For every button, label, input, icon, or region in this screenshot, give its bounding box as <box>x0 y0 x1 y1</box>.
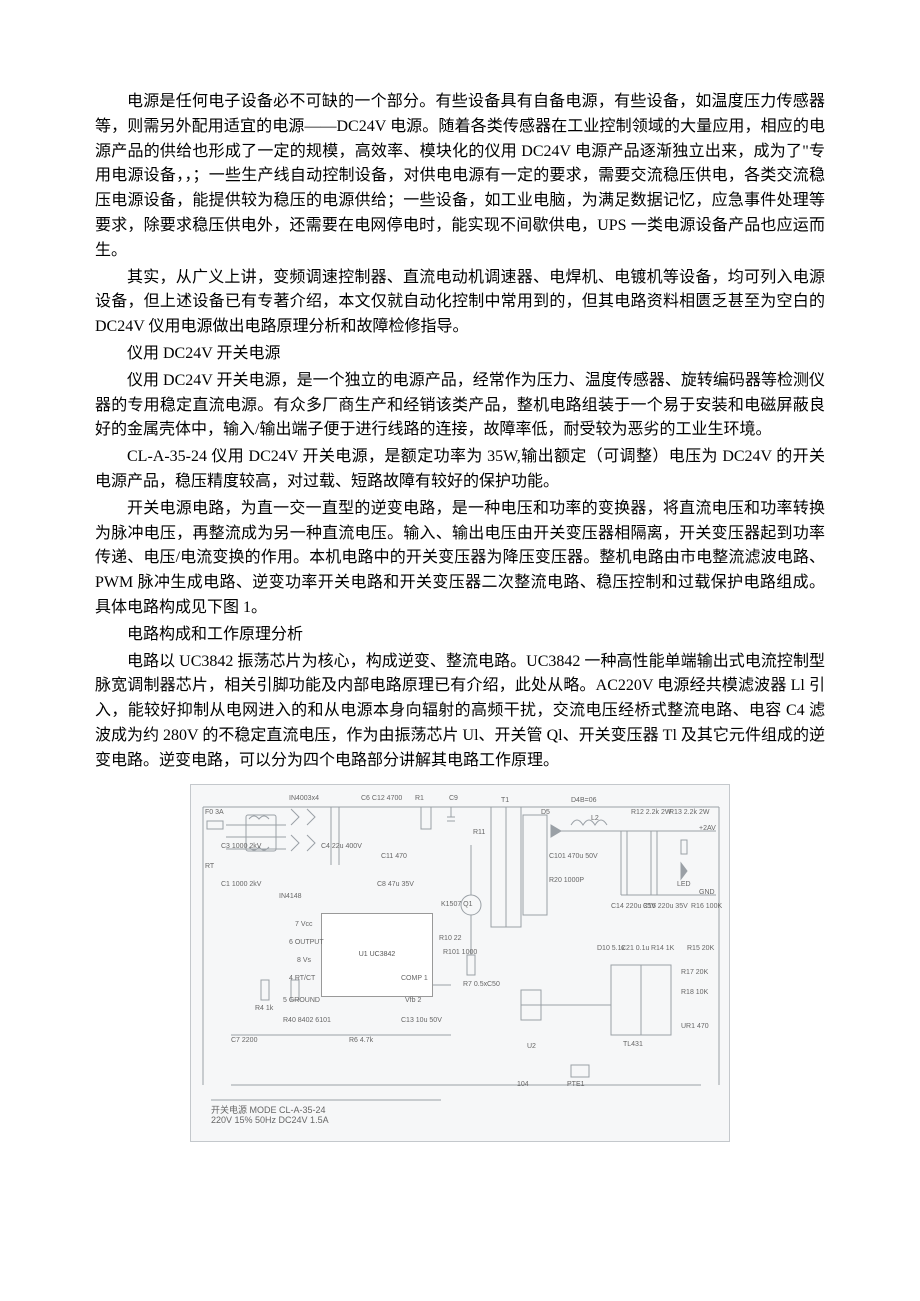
label-out-p: +2AV <box>699 825 716 832</box>
label-led: LED <box>677 881 691 888</box>
paragraph-5: CL-A-35-24 仪用 DC24V 开关电源，是额定功率为 35W,输出额定… <box>95 445 825 495</box>
label-c101: C101 470u 50V <box>549 853 598 860</box>
label-r16: R16 100K <box>691 903 722 910</box>
label-r10: R10 22 <box>439 935 462 942</box>
label-r7: R7 0.5x <box>463 981 487 988</box>
label-l2: L2 <box>591 815 599 822</box>
label-c21: C21 0.1u <box>621 945 649 952</box>
paragraph-3-heading: 仪用 DC24V 开关电源 <box>95 342 825 367</box>
label-r18: R18 10K <box>681 989 708 996</box>
label-r12: R12 2.2k 2W <box>631 809 671 816</box>
label-r17: R17 20K <box>681 969 708 976</box>
label-c9: C9 <box>449 795 458 802</box>
label-pin4: 4 RT/CT <box>289 975 315 982</box>
label-t1: T1 <box>501 797 509 804</box>
label-rt: RT <box>205 863 214 870</box>
label-c1: C3 1000 2kV <box>221 843 261 850</box>
label-r13: R13 2.2k 2W <box>669 809 709 816</box>
label-c7: C7 2200 <box>231 1037 257 1044</box>
paragraph-4: 仪用 DC24V 开关电源，是一个独立的电源产品，经常作为压力、温度传感器、旋转… <box>95 369 825 443</box>
label-c2: C4 22u 400V <box>321 843 362 850</box>
label-c12: C6 C12 4700 <box>361 795 402 802</box>
label-pin8: 8 Vs <box>297 957 311 964</box>
label-pin7: 7 Vcc <box>295 921 313 928</box>
label-r40: R40 8402 6101 <box>283 1017 331 1024</box>
label-c11: C11 470 <box>381 853 407 860</box>
chip-uc3842: U1 UC3842 <box>321 913 433 997</box>
label-out-g: GND <box>699 889 715 896</box>
chip-uc3842-label: U1 UC3842 <box>359 951 396 958</box>
label-d4: D4B=06 <box>571 797 597 804</box>
label-pin5: 5 GROUND <box>283 997 320 1004</box>
label-c13: C13 10u 50V <box>401 1017 442 1024</box>
label-r4: R4 1k <box>255 1005 273 1012</box>
label-opto: TL431 <box>623 1041 643 1048</box>
label-zd: IN4148 <box>279 893 302 900</box>
paragraph-6: 开关电源电路，为直一交一直型的逆变电路，是一种电压和功率的变换器，将直流电压和功… <box>95 497 825 621</box>
label-c3: C1 1000 2kV <box>221 881 261 888</box>
label-q1: K1507 Q1 <box>441 901 473 908</box>
label-r101: R101 1000 <box>443 949 477 956</box>
paragraph-8: 电路以 UC3842 振荡芯片为核心，构成逆变、整流电路。UC3842 一种高性… <box>95 650 825 774</box>
label-c5: C8 47u 35V <box>377 881 414 888</box>
schematic-figure: U1 UC3842 IN4003x4 F0 3A RT C3 1000 2kV … <box>190 784 730 1142</box>
label-pin6: 6 OUTPUT <box>289 939 324 946</box>
label-r15: R15 20K <box>687 945 714 952</box>
label-r6: R6 4.7k <box>349 1037 373 1044</box>
label-top-diodes: IN4003x4 <box>289 795 319 802</box>
label-d5: D5 <box>541 809 550 816</box>
label-r20: R20 1000P <box>549 877 584 884</box>
paragraph-1: 电源是任何电子设备必不可缺的一个部分。有些设备具有自备电源，有些设备，如温度压力… <box>95 90 825 264</box>
schematic-svg <box>191 785 731 1143</box>
label-c15: C15 220u 35V <box>643 903 688 910</box>
label-c50: C50 <box>487 981 500 988</box>
label-fuse: F0 3A <box>205 809 224 816</box>
label-pin1: COMP 1 <box>401 975 428 982</box>
label-r104: 104 <box>517 1081 529 1088</box>
label-r14: R14 1K <box>651 945 674 952</box>
schematic-figure-wrap: U1 UC3842 IN4003x4 F0 3A RT C3 1000 2kV … <box>95 784 825 1142</box>
label-r1: R1 <box>415 795 424 802</box>
schematic-spec: 220V 15% 50Hz DC24V 1.5A <box>211 1115 329 1125</box>
document-page: 电源是任何电子设备必不可缺的一个部分。有些设备具有自备电源，有些设备，如温度压力… <box>0 0 920 1182</box>
label-u2: U2 <box>527 1043 536 1050</box>
label-pin2: Vfb 2 <box>405 997 421 1004</box>
paragraph-7-heading: 电路构成和工作原理分析 <box>95 623 825 648</box>
label-r11: R11 <box>473 829 485 836</box>
paragraph-2: 其实，从广义上讲，变频调速控制器、直流电动机调速器、电焊机、电镀机等设备，均可列… <box>95 266 825 340</box>
label-pt1: PTE1 <box>567 1081 585 1088</box>
label-ur1: UR1 470 <box>681 1023 709 1030</box>
